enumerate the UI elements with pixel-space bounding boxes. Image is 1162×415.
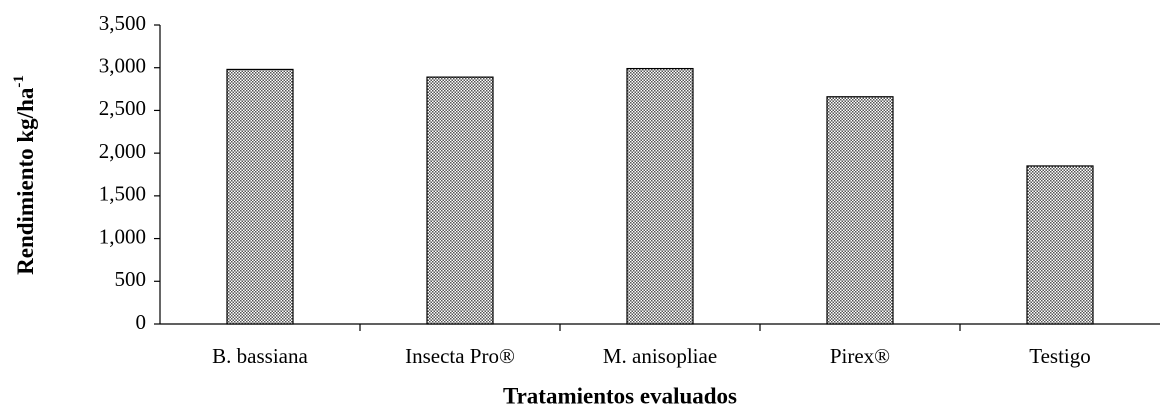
y-tick-label: 2,000 [99, 139, 146, 163]
x-tick-label: M. anisopliae [603, 344, 717, 368]
y-tick-label: 2,500 [99, 96, 146, 120]
y-axis-title-sup: -1 [11, 75, 27, 88]
y-tick-label: 3,500 [99, 11, 146, 35]
x-tick-label: Testigo [1029, 344, 1091, 368]
y-tick-label: 500 [115, 267, 147, 291]
bar [1026, 165, 1094, 325]
bar [826, 96, 894, 325]
y-tick-label: 3,000 [99, 54, 146, 78]
bar [426, 76, 494, 325]
bar [626, 67, 694, 325]
y-tick-label: 1,500 [99, 182, 146, 206]
x-tick-label: Insecta Pro® [405, 344, 515, 368]
y-axis-title: Rendimiento kg/ha-1 [11, 75, 38, 275]
x-tick-label: Pirex® [830, 344, 890, 368]
x-tick-label: B. bassiana [212, 344, 308, 368]
y-tick-label: 0 [136, 310, 147, 334]
x-axis-title: Tratamientos evaluados [503, 383, 737, 408]
y-axis-title-text: Rendimiento kg/ha [13, 87, 38, 275]
bar [226, 68, 294, 325]
y-tick-label: 1,000 [99, 224, 146, 248]
